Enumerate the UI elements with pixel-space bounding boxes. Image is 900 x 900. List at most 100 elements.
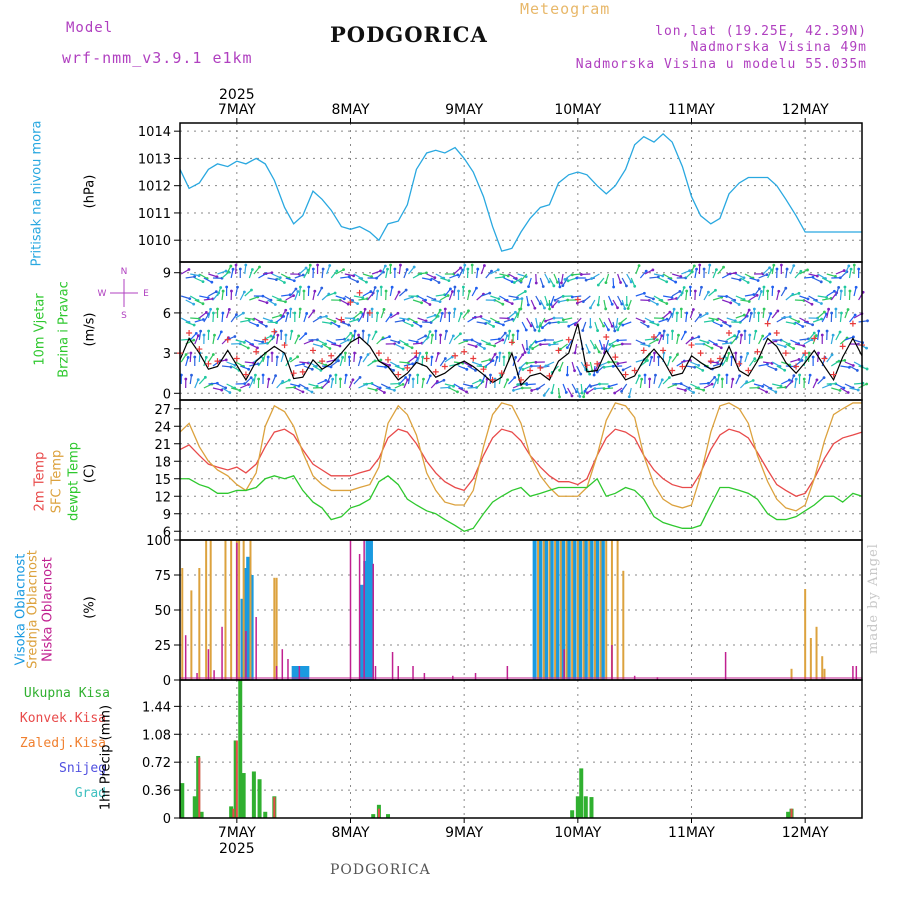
wind-arrow	[499, 273, 509, 277]
wind-arrow	[198, 331, 202, 341]
wind-arrow	[514, 277, 523, 284]
wind-gust-marker	[309, 347, 316, 354]
wind-arrow-head	[438, 308, 442, 312]
wind-arrow	[344, 317, 354, 320]
wind-arrow-head	[612, 344, 615, 348]
wind-arrow-head	[261, 373, 265, 377]
cloud-high-bar	[589, 540, 594, 680]
wind-arrow	[817, 273, 826, 280]
cloud-high-bar	[359, 584, 364, 680]
wind-arrow-head	[672, 307, 676, 311]
wind-arrow	[367, 387, 377, 391]
wind-arrow	[703, 383, 713, 389]
wind-arrow	[614, 387, 623, 394]
wind-arrow	[371, 287, 376, 297]
wind-arrow	[353, 331, 356, 341]
wind-arrow-head	[565, 373, 569, 377]
wind-arrow-head	[416, 373, 420, 377]
wind-arrow-head	[815, 274, 819, 278]
wind-arrow-head	[692, 264, 696, 268]
wind-arrow-head	[834, 275, 837, 278]
wind-arrow	[767, 313, 772, 323]
wind-gust-marker	[546, 372, 553, 379]
wind-arrow-head	[797, 358, 801, 361]
wind-arrow	[331, 343, 341, 347]
wind-arrow-head	[727, 351, 731, 355]
wind-arrow-head	[453, 285, 457, 289]
wind-arrow	[798, 353, 805, 363]
wind-arrow	[790, 292, 800, 297]
wind-arrow	[639, 379, 643, 389]
cloud-low-bar	[724, 652, 727, 680]
wind-arrow-head	[625, 284, 628, 288]
wind-arrow-head	[443, 357, 447, 360]
wind-arrow	[380, 309, 385, 319]
wind-gust-marker	[480, 366, 487, 373]
wind-arrow-head	[399, 263, 402, 267]
cloud-mid-bar	[224, 540, 227, 680]
wind-arrow	[180, 268, 190, 275]
wind-arrow-head	[337, 359, 340, 363]
wind-arrow	[549, 321, 559, 324]
wind-arrow-head	[620, 389, 623, 393]
wind-gust-marker	[489, 376, 496, 383]
wind-arrow-head	[495, 355, 499, 359]
wind-arrow	[240, 319, 250, 323]
wind-arrow	[744, 293, 754, 297]
wind-arrow	[390, 339, 400, 344]
wind-arrow-head	[544, 319, 547, 323]
wind-arrow-head	[483, 264, 486, 267]
wind-arrow	[803, 276, 814, 279]
wind-arrow-head	[250, 268, 254, 271]
wind-arrow	[244, 264, 247, 275]
wind-arrow	[617, 321, 623, 331]
temp-2m-line	[179, 428, 863, 497]
cloud-mid-bar	[622, 570, 625, 680]
wind-arrow-head	[792, 347, 796, 350]
wind-arrow-head	[620, 342, 624, 346]
wind-arrow-head	[756, 279, 760, 282]
wind-arrow	[285, 295, 294, 301]
wind-arrow	[458, 340, 468, 345]
wind-arrow-head	[708, 263, 712, 267]
dewpoint-line	[180, 475, 863, 532]
wind-arrow	[199, 273, 208, 279]
precip-label-2: Konvek.Kisa	[19, 711, 106, 726]
wind-arrow	[416, 353, 421, 363]
wind-arrow-head	[415, 340, 419, 344]
wind-arrow	[853, 287, 857, 297]
wind-arrow	[671, 290, 681, 297]
wind-arrow	[485, 343, 495, 347]
cloud-mid-bar	[249, 540, 252, 680]
wind-arrow	[303, 339, 313, 345]
wind-arrow	[230, 387, 240, 391]
wind-arrow	[312, 365, 322, 371]
wind-arrow	[621, 299, 626, 309]
wind-arrow	[494, 357, 498, 367]
wind-arrow	[244, 377, 252, 385]
wind-arrow	[744, 379, 754, 385]
wind-arrow	[858, 320, 868, 323]
wind-arrow-head	[449, 287, 452, 291]
wind-arrow	[721, 357, 728, 367]
cloud-high-bar	[583, 540, 588, 680]
wind-arrow	[758, 274, 768, 279]
wind-arrow	[603, 321, 609, 331]
wind-arrow-head	[695, 267, 698, 271]
y-tick-label: 21	[154, 438, 171, 453]
wind-arrow	[476, 321, 486, 325]
wind-arrow-head	[751, 379, 755, 382]
wind-arrow-head	[310, 367, 314, 371]
wind-arrow-head	[366, 353, 370, 356]
wind-arrow-head	[212, 311, 215, 315]
wind-arrow	[712, 379, 718, 389]
wind-arrow-head	[710, 346, 714, 350]
wind-arrow	[576, 387, 581, 397]
cloud-mid-bar	[821, 656, 824, 680]
wind-arrow	[658, 318, 668, 323]
y-tick-label: 9	[163, 267, 171, 282]
wind-arrow-head	[616, 339, 620, 342]
wind-arrow	[726, 317, 736, 322]
wind-arrow	[548, 277, 555, 287]
wind-arrow-head	[729, 301, 733, 305]
